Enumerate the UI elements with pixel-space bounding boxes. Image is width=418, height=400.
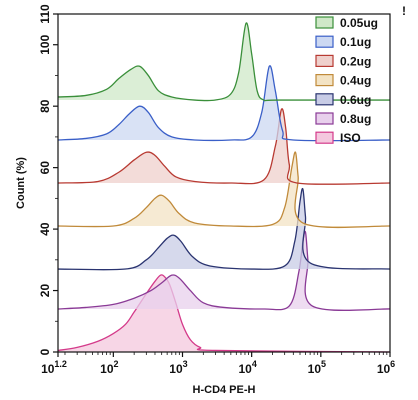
x-tick-exponent: 1.2 <box>54 359 67 369</box>
series-0-4ug-line <box>57 151 391 229</box>
series-0-1ug-line <box>57 65 391 142</box>
series-0-6ug-area <box>58 188 390 270</box>
series-0-2ug-line <box>57 108 391 186</box>
y-tick-label: 80 <box>38 99 52 113</box>
x-tick-label: 102 <box>100 359 118 376</box>
series-0-2ug <box>57 108 391 186</box>
x-tick-base: 10 <box>41 362 55 376</box>
x-tick-label: 105 <box>308 359 326 376</box>
series-0-1ug <box>57 65 391 142</box>
series-0-2ug-area <box>58 108 390 185</box>
y-tick-label: 0 <box>38 348 52 355</box>
y-tick-label: 40 <box>38 222 52 236</box>
x-tick-base: 10 <box>100 362 114 376</box>
x-tick-base: 10 <box>238 362 252 376</box>
legend-item-0-6ug: 0.6ug <box>315 93 371 107</box>
legend-label: 0.8ug <box>340 112 371 126</box>
x-tick-base: 10 <box>169 362 183 376</box>
legend-label: 0.2ug <box>340 54 371 68</box>
legend-label: 0.05ug <box>340 16 378 30</box>
legend-swatch <box>315 73 334 87</box>
legend-item-0-4ug: 0.4ug <box>315 73 371 88</box>
legend-swatch <box>315 112 334 125</box>
series-0-4ug-area <box>58 152 390 228</box>
axes-layer: 101.2 102 103 104 105 106020406080100110H-CD4… <box>15 4 395 396</box>
series-0-8ug-line <box>57 230 391 312</box>
x-tick-base: 10 <box>377 362 391 376</box>
legend-item-0-05ug: 0.05ug <box>315 16 378 30</box>
x-tick-label: 103 <box>169 359 187 376</box>
series-0-1ug-area <box>58 65 390 141</box>
series-0-6ug-line <box>57 187 391 271</box>
legend-label: 0.4ug <box>340 74 371 88</box>
x-tick-exponent: 3 <box>183 359 188 369</box>
series-iso-area <box>58 274 390 352</box>
legend: 0.05ug 0.1ug 0.2ug 0.4ug 0.6ug 0.8ug ISO <box>315 16 378 145</box>
y-tick-label: 100 <box>38 34 52 54</box>
series-0-05ug <box>57 22 390 102</box>
legend-item-0-8ug: 0.8ug <box>315 112 371 126</box>
y-axis-title: Count (%) <box>15 157 27 209</box>
legend-item-0-1ug: 0.1ug <box>315 35 371 49</box>
series-0-8ug-area <box>58 231 390 311</box>
series-iso-line <box>57 274 391 353</box>
legend-item-iso: ISO <box>315 131 361 145</box>
series-0-05ug-area <box>58 22 390 101</box>
x-tick-label: 101.2 <box>41 359 67 376</box>
y-tick-label: 110 <box>38 4 52 24</box>
legend-label: 0.6ug <box>340 93 371 107</box>
x-axis-title: H-CD4 PE-H <box>193 384 256 396</box>
legend-label: 0.1ug <box>340 35 371 49</box>
series-0-8ug <box>57 230 391 312</box>
legend-label: ISO <box>340 131 361 145</box>
legend-swatch <box>315 131 334 144</box>
y-tick-label: 20 <box>38 284 52 298</box>
legend-item-0-2ug: 0.2ug <box>315 54 371 68</box>
legend-swatch <box>315 54 334 68</box>
x-tick-exponent: 2 <box>114 359 119 369</box>
legend-swatch <box>315 93 334 106</box>
x-tick-exponent: 6 <box>390 359 395 369</box>
series-layer <box>57 22 391 353</box>
x-tick-label: 106 <box>377 359 395 376</box>
x-tick-exponent: 4 <box>252 359 257 369</box>
x-tick-exponent: 5 <box>321 359 326 369</box>
x-tick-label: 104 <box>238 359 256 376</box>
legend-swatch <box>315 35 334 48</box>
legend-swatch <box>315 16 334 29</box>
series-0-6ug <box>57 187 391 271</box>
corner-mark: ! <box>402 4 406 18</box>
series-iso <box>57 274 391 353</box>
series-0-4ug <box>57 151 391 229</box>
y-tick-label: 60 <box>38 161 52 175</box>
series-0-05ug-line <box>57 22 390 102</box>
x-tick-base: 10 <box>308 362 322 376</box>
